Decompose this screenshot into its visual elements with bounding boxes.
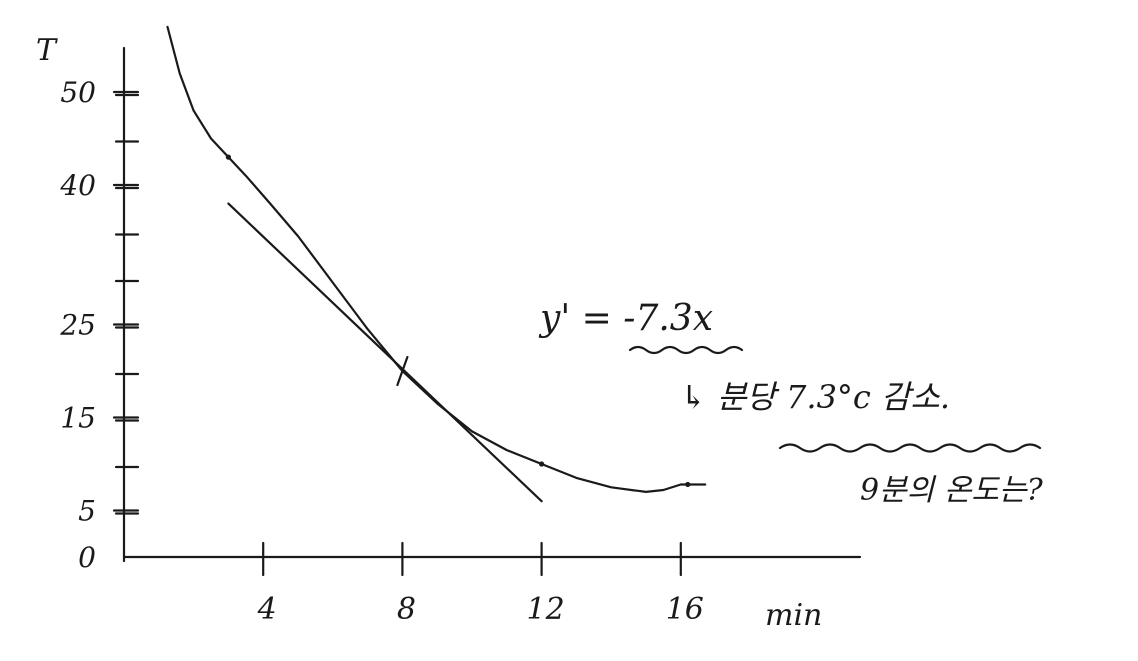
y-ticks: 0 5 15 25 40 50 [59, 76, 140, 574]
annotation-question: 9분의 온도는? [860, 473, 1044, 508]
axes [114, 46, 862, 563]
tangent-line [227, 202, 543, 503]
annotation-derivative-underline [628, 345, 744, 355]
y-axis-label: T [36, 33, 58, 68]
y-tick-label: 40 [59, 169, 96, 202]
tangent-layer [227, 202, 543, 503]
series-curve-0 [166, 25, 707, 493]
marked-point [539, 461, 545, 467]
marked-point [685, 481, 691, 488]
x-axis-label: min [765, 598, 822, 633]
x-tick-label: 8 [397, 592, 416, 627]
y-tick-label: 25 [59, 309, 96, 342]
y-tick-label: 5 [78, 495, 96, 528]
y-tick-label: 15 [60, 402, 96, 435]
annotation-rate-underline [778, 443, 1042, 453]
y-tick-label: 50 [60, 76, 96, 109]
marked-point [225, 154, 231, 160]
annotation-derivative: y' = -7.3x [538, 298, 713, 339]
x-tick-label: 16 [666, 592, 704, 627]
x-tick-label: 4 [257, 592, 277, 627]
series-layer [166, 25, 707, 493]
annotation-rate: ↳ 분당 7.3°c 감소. [680, 378, 950, 416]
x-ticks: 4 8 12 16 [257, 541, 704, 627]
y-tick-label: 0 [78, 541, 96, 574]
x-tick-label: 12 [527, 592, 565, 627]
tangent-point-mark [396, 355, 409, 387]
